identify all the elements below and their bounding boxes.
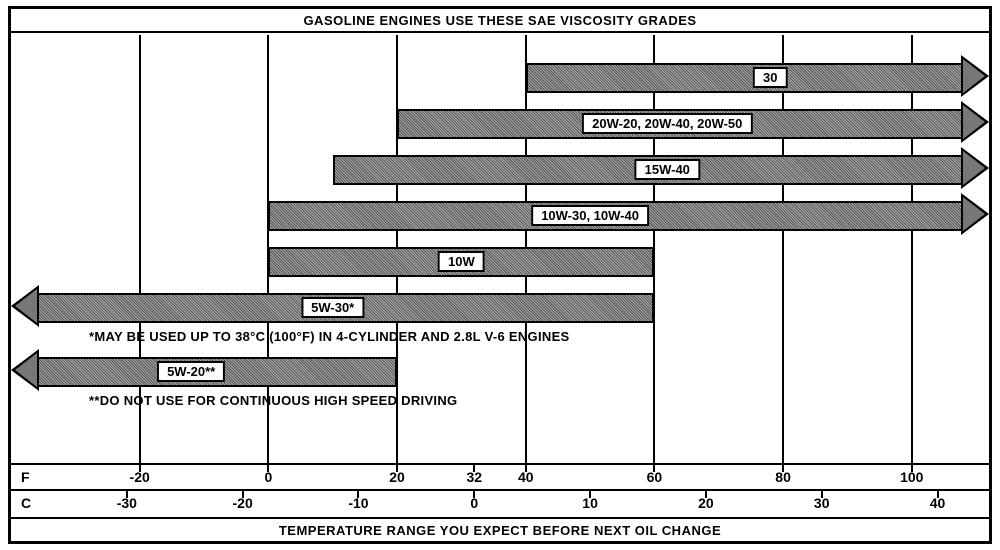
axis-tick-label: 20 — [389, 469, 405, 485]
footnote-text: **DO NOT USE FOR CONTINUOUS HIGH SPEED D… — [89, 393, 457, 408]
axis-c: C -30 -20 -10 0 10 20 30 40 — [11, 489, 989, 515]
viscosity-bar-row: 5W-30* — [11, 291, 989, 325]
viscosity-bar-row: 20W-20, 20W-40, 20W-50 — [11, 107, 989, 141]
viscosity-bar-row: 5W-20** — [11, 355, 989, 389]
viscosity-bar-label: 5W-30* — [301, 297, 364, 318]
axis-tick-label: 40 — [930, 495, 946, 511]
chart-title: GASOLINE ENGINES USE THESE SAE VISCOSITY… — [11, 9, 989, 33]
axis-unit-label: C — [21, 495, 31, 511]
viscosity-bar-row: 10W — [11, 245, 989, 279]
axis-tick-label: 0 — [470, 495, 478, 511]
axis-tick-label: 40 — [518, 469, 534, 485]
footnote-text: *MAY BE USED UP TO 38°C (100°F) IN 4-CYL… — [89, 329, 570, 344]
viscosity-bar-row: 30 — [11, 61, 989, 95]
axis-tick-label: 10 — [582, 495, 598, 511]
axis-tick-label: 100 — [900, 469, 923, 485]
axis-f: F -20 0 20 32 40 60 80 100 — [11, 463, 989, 489]
axis-tick-label: -20 — [233, 495, 253, 511]
arrow-left-icon — [11, 285, 39, 327]
axis-unit-label: F — [21, 469, 30, 485]
axis-tick-label: 32 — [466, 469, 482, 485]
axis-tick-label: 80 — [775, 469, 791, 485]
bottom-label: TEMPERATURE RANGE YOU EXPECT BEFORE NEXT… — [11, 517, 989, 541]
viscosity-bar-label: 20W-20, 20W-40, 20W-50 — [582, 113, 752, 134]
viscosity-bar-label: 5W-20** — [157, 361, 225, 382]
viscosity-bar-label: 10W-30, 10W-40 — [531, 205, 649, 226]
axis-tick-label: 30 — [814, 495, 830, 511]
viscosity-bar — [526, 63, 961, 93]
viscosity-bar-label: 30 — [753, 67, 787, 88]
chart-area: TEMPERATURE RANGE YOU EXPECT BEFORE NEXT… — [11, 35, 989, 541]
chart-frame: GASOLINE ENGINES USE THESE SAE VISCOSITY… — [8, 6, 992, 544]
axis-tick-label: 0 — [264, 469, 272, 485]
axis-tick-label: -10 — [348, 495, 368, 511]
arrow-left-icon — [11, 349, 39, 391]
arrow-right-icon — [961, 55, 989, 97]
axis-tick-label: -20 — [130, 469, 150, 485]
arrow-right-icon — [961, 101, 989, 143]
viscosity-bar-row: 15W-40 — [11, 153, 989, 187]
viscosity-bar-label: 15W-40 — [635, 159, 700, 180]
viscosity-bar-row: 10W-30, 10W-40 — [11, 199, 989, 233]
axis-tick-label: 60 — [647, 469, 663, 485]
arrow-right-icon — [961, 193, 989, 235]
viscosity-bar-label: 10W — [438, 251, 485, 272]
axis-tick-label: -30 — [117, 495, 137, 511]
axis-tick-label: 20 — [698, 495, 714, 511]
arrow-right-icon — [961, 147, 989, 189]
